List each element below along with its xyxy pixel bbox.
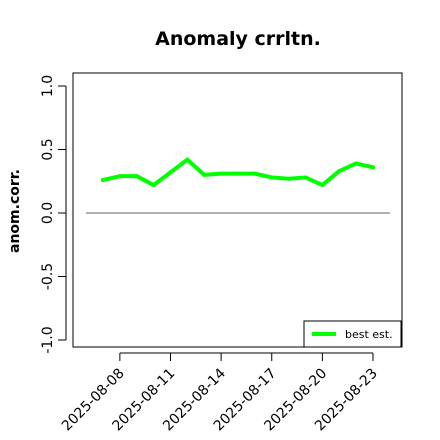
y-tick-label: -1.0 xyxy=(40,326,56,353)
y-axis: -1.0 -0.5 0.0 0.5 1.0 xyxy=(40,75,67,354)
data-point xyxy=(101,177,105,182)
x-axis: 2025-08-082025-08-112025-08-142025-08-17… xyxy=(59,352,381,434)
legend-label: best est. xyxy=(345,328,393,341)
data-point xyxy=(303,175,308,180)
data-point xyxy=(354,161,359,166)
data-point xyxy=(202,172,207,177)
data-point xyxy=(168,170,173,175)
data-point xyxy=(371,165,375,170)
data-point xyxy=(320,183,325,188)
y-tick-label: 1.0 xyxy=(40,75,56,97)
data-point xyxy=(236,171,240,176)
data-point xyxy=(219,171,224,176)
y-tick-label: 0.5 xyxy=(40,138,56,160)
y-tick-label: -0.5 xyxy=(40,263,56,290)
data-point xyxy=(151,183,156,188)
data-point xyxy=(269,175,274,180)
data-point xyxy=(185,157,190,162)
chart-title: Anomaly crrltn. xyxy=(155,28,321,50)
data-point xyxy=(117,174,122,179)
plot-frame xyxy=(72,72,403,348)
series-layer xyxy=(101,157,375,188)
data-point xyxy=(252,171,257,176)
y-axis-label: anom.corr. xyxy=(7,169,23,253)
data-point xyxy=(134,174,139,179)
data-point xyxy=(337,169,342,174)
legend: best est. xyxy=(303,320,402,348)
data-point xyxy=(286,176,291,181)
y-tick-label: 0.0 xyxy=(40,202,56,224)
